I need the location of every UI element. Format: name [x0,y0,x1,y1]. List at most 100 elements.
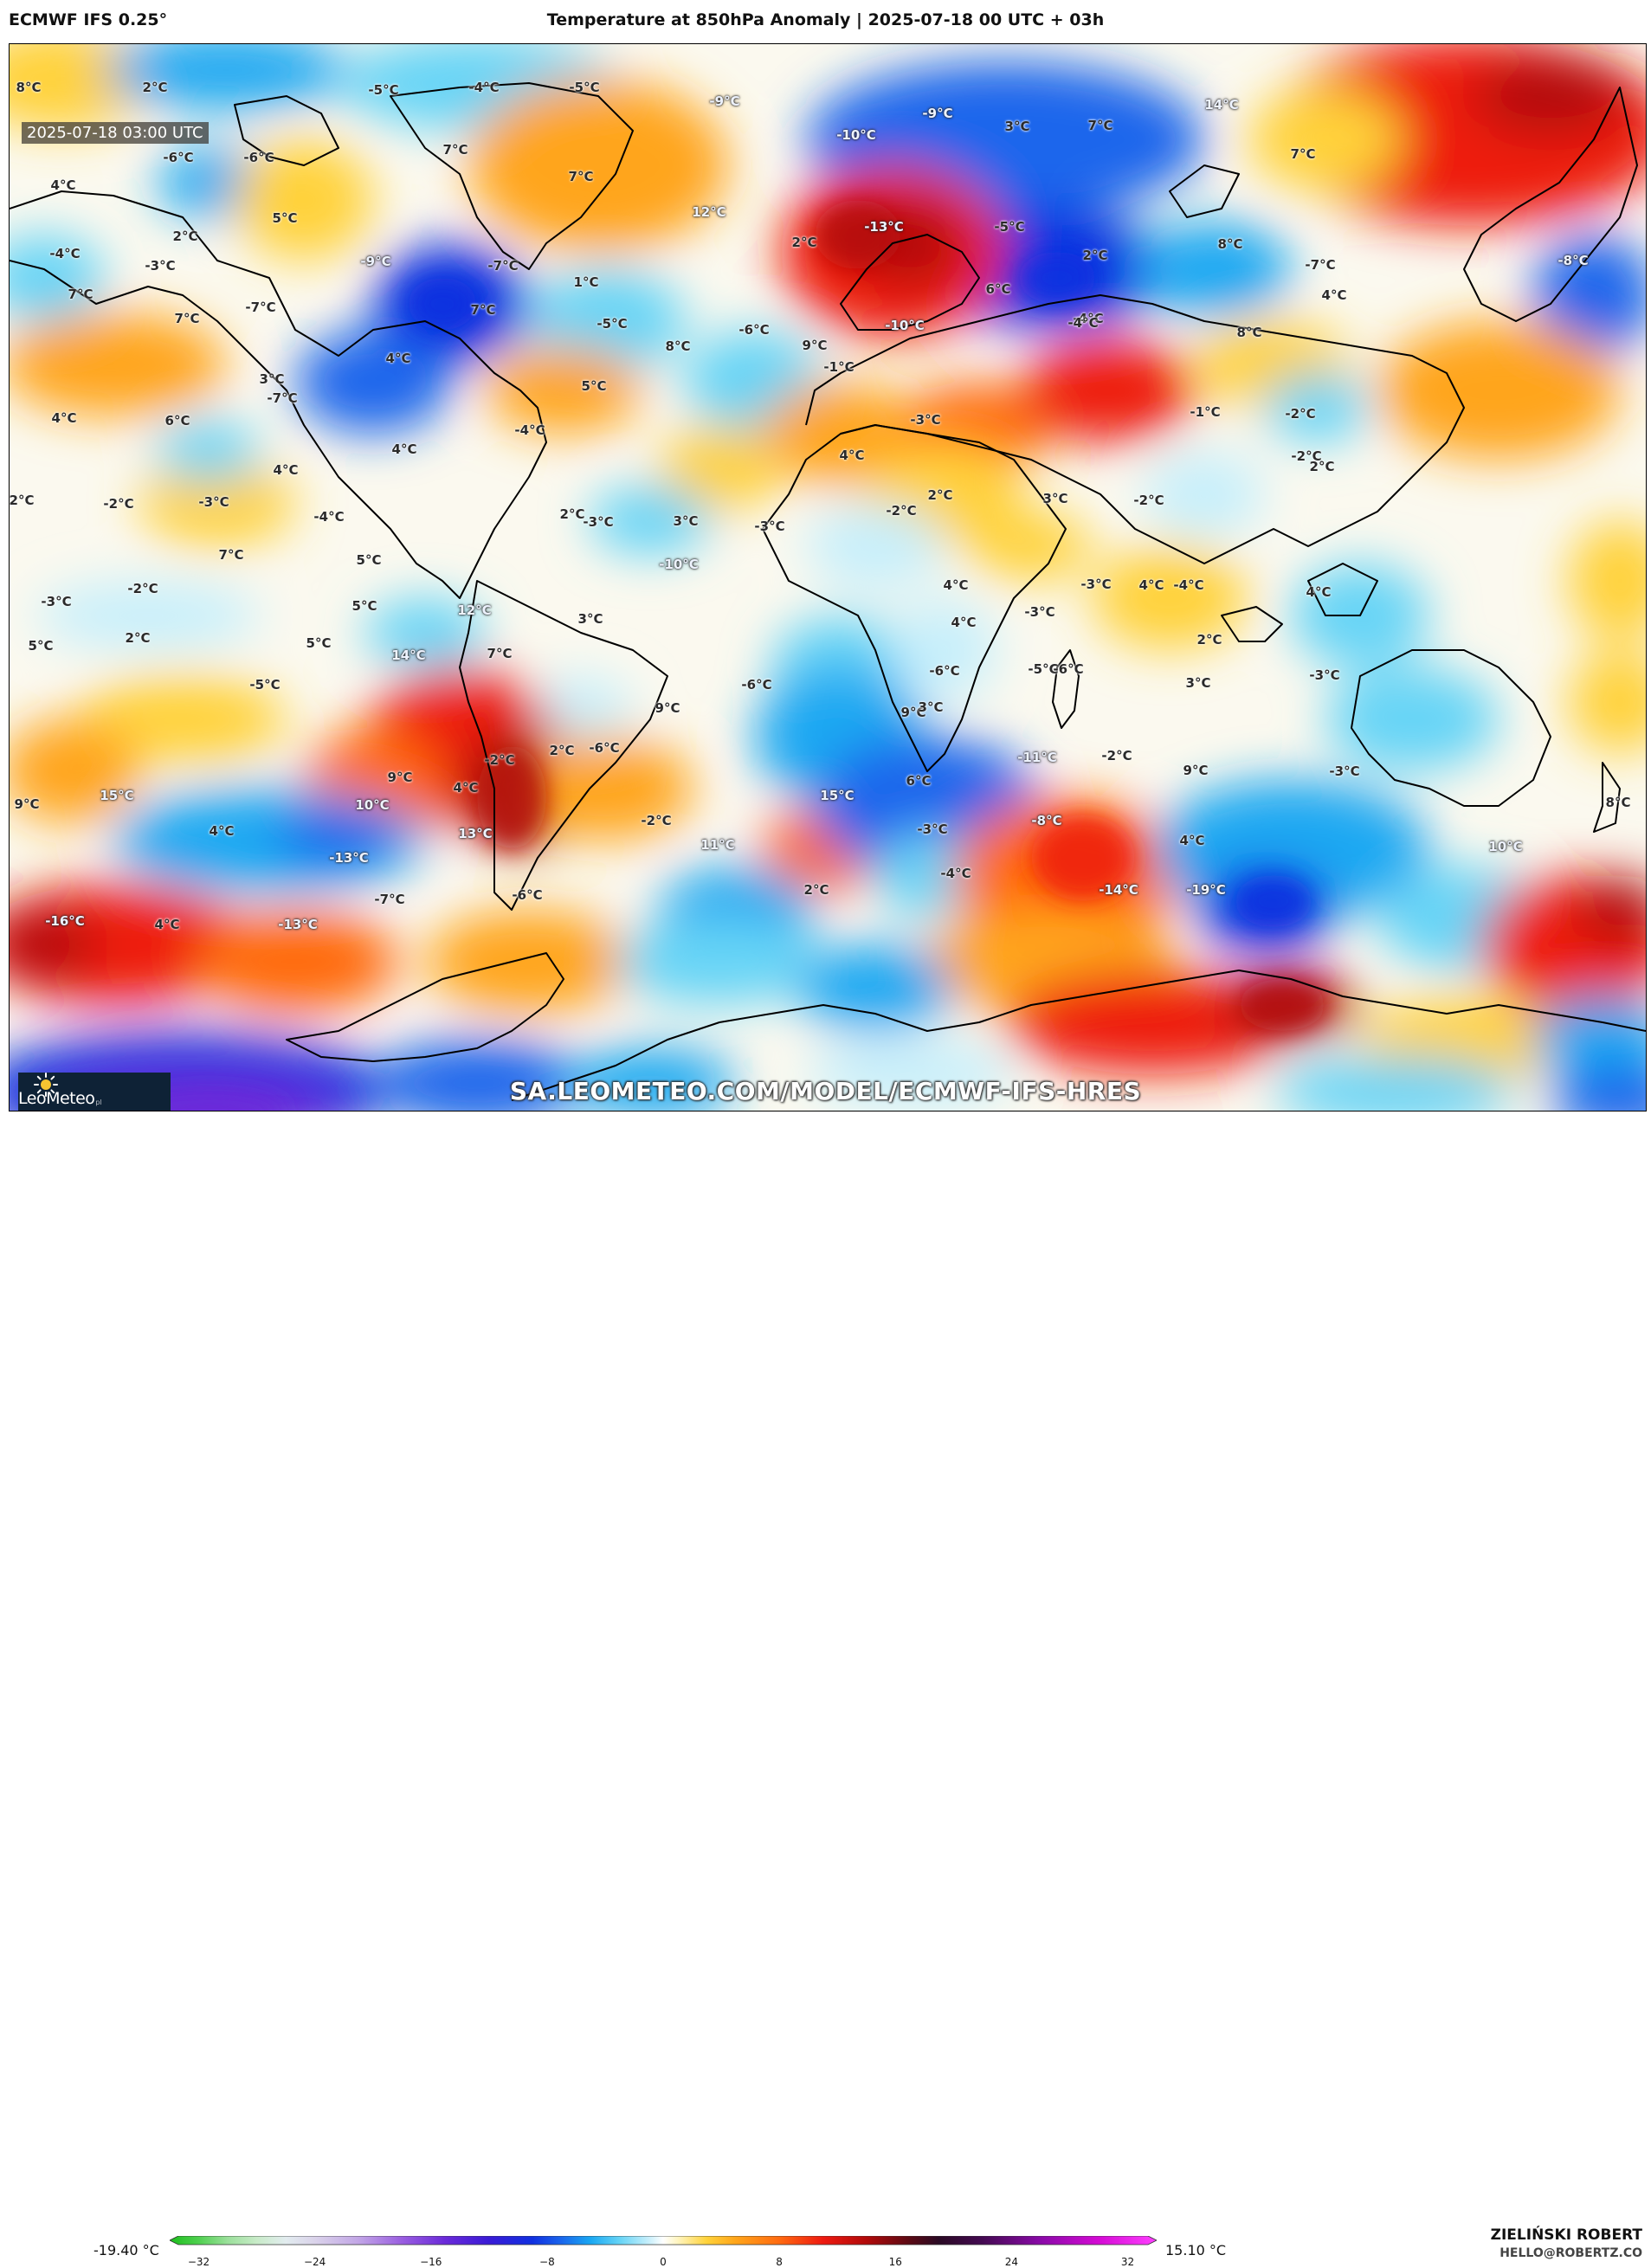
temperature-label: 3°C [1042,491,1068,506]
temperature-label: -3°C [754,519,785,534]
temperature-label: -3°C [583,514,614,530]
temperature-label: 9°C [1183,763,1209,778]
temperature-label: 14°C [391,648,426,663]
temperature-label: 7°C [174,311,200,326]
temperature-label: 12°C [457,602,492,618]
temperature-label: 8°C [16,80,42,95]
temperature-label: 3°C [918,699,944,715]
temperature-label: -10°C [836,127,876,143]
temperature-label: -7°C [267,390,298,406]
temperature-label: 4°C [154,917,180,932]
temperature-label: -9°C [709,93,740,109]
color-scale-bar [170,2236,1157,2245]
map-title: Temperature at 850hPa Anomaly | 2025-07-… [546,10,1105,29]
temperature-label: 15°C [820,788,855,803]
temperature-label: -9°C [360,254,391,269]
temperature-label: 12°C [692,204,726,220]
temperature-label: -7°C [487,258,519,274]
temperature-label: -5°C [569,80,600,95]
temperature-label: -19°C [1186,882,1226,898]
temperature-label: 3°C [1185,675,1211,691]
temperature-label: -5°C [249,677,281,693]
temperature-label: 2°C [1082,248,1108,263]
legend-footer: -19.40 °C −32 −24 −16 −8 0 8 16 24 32 15.10 °C Z… [0,1110,1651,2268]
temperature-label: 2°C [125,630,151,646]
temperature-label: 2°C [559,506,585,522]
temperature-label: -3°C [917,822,948,837]
temperature-label: 3°C [259,371,285,387]
temperature-label: 4°C [385,351,411,366]
temperature-label: -6°C [1053,661,1084,677]
temperature-label: -5°C [1028,661,1059,677]
temperature-label: 5°C [306,635,332,651]
logo-suffix: pl [95,1098,102,1106]
temperature-label: -13°C [864,219,904,235]
temperature-label: -6°C [589,740,620,756]
temperature-label: 2°C [1309,459,1335,474]
temperature-label: 9°C [655,700,680,716]
color-scale-tick: 24 [1004,2256,1018,2268]
temperature-label: -2°C [103,496,134,512]
temperature-label: -4°C [49,246,81,261]
anomaly-map[interactable]: 2025-07-18 03:00 UTC 8°C 2°C -5°C -4°C -5°C -… [9,43,1647,1111]
temperature-label: 4°C [1138,577,1164,593]
temperature-label: 10°C [355,797,390,813]
anomaly-highlights [131,200,1325,1111]
temperature-label: 4°C [839,448,865,463]
temperature-label: 11°C [700,837,735,853]
source-url-watermark: SA.LEOMETEO.COM/MODEL/ECMWF-IFS-HRES [509,1077,1142,1105]
temperature-label: 2°C [803,882,829,898]
temperature-label: -13°C [278,917,318,932]
sun-icon [34,1073,58,1097]
temperature-label: -8°C [1031,813,1062,828]
temperature-label: 2°C [9,493,35,508]
temperature-label: -1°C [823,359,855,375]
temperature-label: 10°C [1488,839,1523,854]
temperature-label: -13°C [329,850,369,866]
temperature-label: -3°C [198,494,229,510]
temperature-label: -3°C [1080,577,1112,592]
temperature-label: -5°C [597,316,628,332]
temperature-label: 7°C [487,646,513,661]
temperature-label: -16°C [45,913,85,929]
temperature-label: -7°C [374,892,405,907]
leometeo-logo[interactable]: LeoMeteo pl [18,1073,171,1111]
temperature-label: 4°C [1179,833,1205,848]
temperature-label: 4°C [391,441,417,457]
temperature-label: -6°C [738,322,770,338]
legend-min-value: -19.40 °C [94,2242,159,2258]
temperature-label: -2°C [886,503,917,519]
coastlines [10,82,1646,1101]
model-name: ECMWF IFS 0.25° [9,10,168,29]
temperature-label: 2°C [1196,632,1222,648]
temperature-label: -3°C [910,412,941,428]
temperature-label: 5°C [272,210,298,226]
temperature-label: -2°C [127,581,158,596]
temperature-label: 7°C [68,287,94,302]
temperature-label: 14°C [1204,97,1239,113]
color-scale-tick: −24 [303,2256,326,2268]
temperature-label: -11°C [1017,750,1057,765]
temperature-label: 2°C [549,743,575,758]
temperature-label: 5°C [351,598,377,614]
temperature-label: 7°C [1087,118,1113,133]
temperature-label: -2°C [1133,493,1164,508]
temperature-label: -14°C [1099,882,1138,898]
temperature-label: 7°C [218,547,244,563]
temperature-label: -2°C [1285,406,1316,422]
temperature-label: 9°C [802,338,828,353]
temperature-label: -3°C [1024,604,1055,620]
temperature-label: 6°C [906,773,932,789]
temperature-label: 2°C [791,235,817,250]
author-name: ZIELIŃSKI ROBERT [1490,2226,1642,2244]
temperature-label: -7°C [245,300,276,315]
temperature-label: -4°C [940,866,971,881]
temperature-label: 6°C [164,413,190,428]
author-email[interactable]: HELLO@ROBERTZ.CO [1499,2246,1642,2260]
temperature-label: 5°C [28,638,54,654]
map-canvas [10,44,1646,1111]
temperature-label: 4°C [51,410,77,426]
temperature-label: 8°C [1236,325,1262,340]
temperature-label: -2°C [641,813,672,828]
temperature-label: 8°C [1217,236,1243,252]
